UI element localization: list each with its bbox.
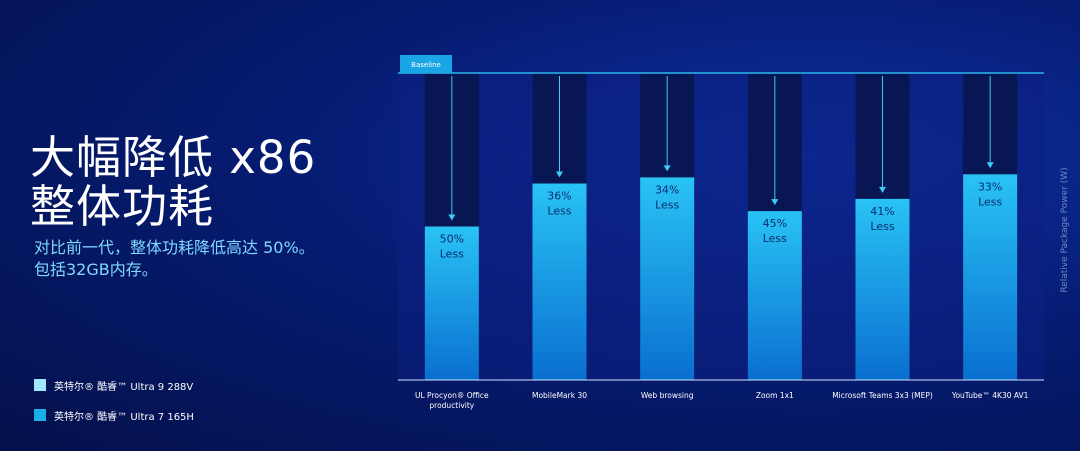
- reduction-arrow-head: [986, 162, 994, 169]
- power-bar: [855, 198, 910, 380]
- subtitle-line-1: 对比前一代，整体功耗降低高达 50%。: [34, 238, 315, 257]
- legend-swatch-ultra9: [34, 379, 46, 391]
- legend-label-ultra7: 英特尔® 酷睿™ Ultra 7 165H: [54, 411, 194, 423]
- x-tick-label: Zoom 1x1: [756, 391, 794, 400]
- reduction-percent: 33%: [978, 180, 1002, 193]
- power-bar: [747, 211, 802, 380]
- x-tick-label: productivity: [429, 401, 474, 410]
- headline-line-1: 大幅降低 x86: [30, 131, 317, 184]
- legend-item-ultra7: 英特尔® 酷睿™ Ultra 7 165H: [34, 407, 194, 423]
- reduction-less: Less: [978, 195, 1002, 208]
- power-bar: [640, 177, 695, 380]
- reduction-arrow-head: [556, 171, 563, 178]
- reduction-percent: 50%: [440, 233, 464, 246]
- reduction-less: Less: [763, 232, 787, 245]
- headline-line-2: 整体功耗: [30, 180, 215, 233]
- x-tick-label: Microsoft Teams 3x3 (MEP): [832, 391, 933, 400]
- reduction-arrow-head: [663, 165, 671, 172]
- reduction-percent: 41%: [870, 205, 894, 218]
- reduction-less: Less: [655, 198, 679, 211]
- reduction-arrow-head: [771, 199, 779, 206]
- reduction-less: Less: [547, 205, 571, 218]
- power-bar: [963, 174, 1018, 380]
- reduction-arrow-head: [879, 186, 886, 193]
- x-tick-label: UL Procyon® Office: [415, 391, 489, 400]
- legend-label-ultra9: 英特尔® 酷睿™ Ultra 9 288V: [54, 381, 194, 393]
- reduction-percent: 36%: [547, 190, 571, 203]
- subtitle-line-2: 包括32GB内存。: [34, 260, 158, 279]
- legend-item-ultra9: 英特尔® 酷睿™ Ultra 9 288V: [34, 377, 194, 393]
- x-tick-label: MobileMark 30: [532, 391, 587, 400]
- power-bar: [424, 226, 479, 380]
- baseline-label: Baseline: [411, 61, 441, 69]
- reduction-percent: 45%: [763, 217, 787, 230]
- chart-plot-area: [398, 73, 1044, 380]
- reduction-less: Less: [440, 248, 464, 261]
- power-bar: [532, 183, 587, 380]
- x-tick-label: YouTube™ 4K30 AV1: [951, 391, 1029, 400]
- y-axis-label: Relative Package Power (W): [1060, 167, 1070, 292]
- baseline-tag: [400, 55, 452, 73]
- x-tick-label: Web browsing: [641, 391, 694, 400]
- reduction-percent: 34%: [655, 183, 679, 196]
- headline: 大幅降低 x86 整体功耗: [30, 133, 316, 231]
- subtitle: 对比前一代，整体功耗降低高达 50%。 包括32GB内存。: [34, 237, 315, 281]
- legend-swatch-ultra7: [34, 409, 46, 421]
- reduction-arrow-head: [448, 214, 456, 221]
- reduction-less: Less: [870, 220, 894, 233]
- legend: 英特尔® 酷睿™ Ultra 9 288V 英特尔® 酷睿™ Ultra 7 1…: [34, 377, 194, 437]
